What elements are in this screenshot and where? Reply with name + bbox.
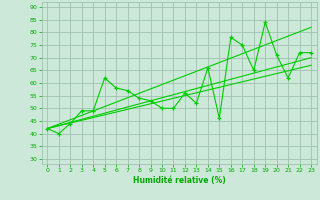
X-axis label: Humidité relative (%): Humidité relative (%) <box>133 176 226 185</box>
